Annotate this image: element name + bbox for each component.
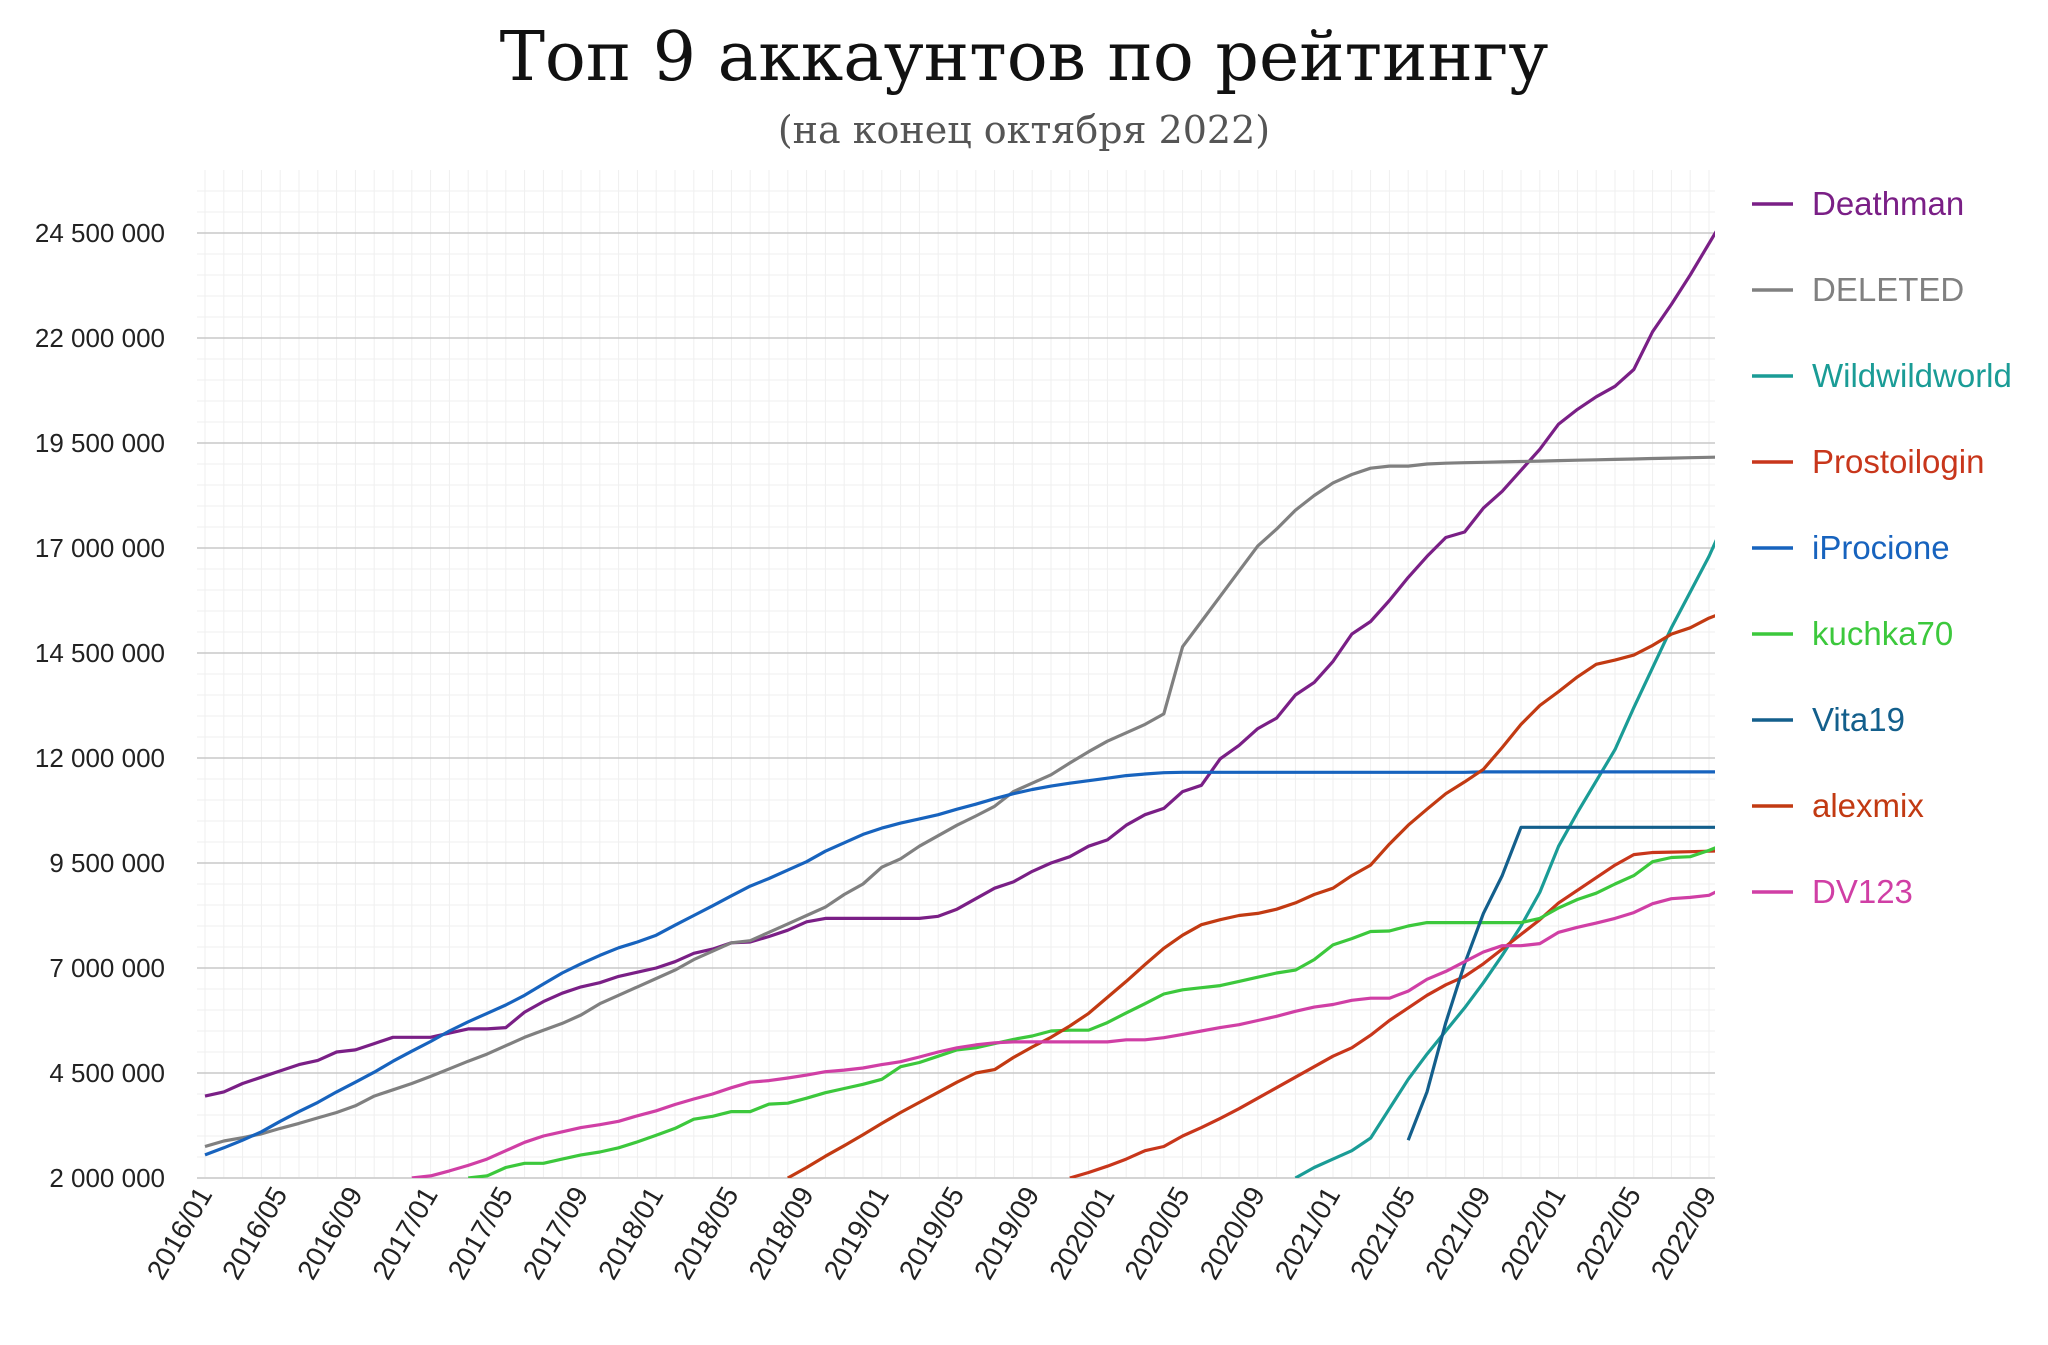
series-line-deathman	[204, 230, 1715, 1098]
series-line-alexmix	[787, 614, 1715, 1178]
chart-subtitle: (на конец октября 2022)	[777, 108, 1271, 152]
x-tick-label: 2019/09	[968, 1182, 1045, 1285]
x-tick-label: 2019/01	[818, 1182, 895, 1285]
series-line-kuchka70	[468, 846, 1715, 1178]
series-line-dv123	[411, 890, 1715, 1178]
y-tick-label: 12 000 000	[35, 743, 165, 773]
x-tick-label: 2022/01	[1494, 1182, 1571, 1285]
legend-label-iprocione: iProcione	[1812, 529, 1950, 566]
x-tick-label: 2020/09	[1194, 1182, 1271, 1285]
legend-label-prostoilogin: Prostoilogin	[1812, 443, 1984, 480]
y-tick-label: 7 000 000	[49, 953, 165, 983]
x-tick-label: 2019/05	[893, 1182, 970, 1285]
y-tick-label: 9 500 000	[49, 848, 165, 878]
x-tick-label: 2018/05	[667, 1182, 744, 1285]
y-tick-label: 14 500 000	[35, 638, 165, 668]
legend-label-vita19: Vita19	[1812, 701, 1905, 738]
x-tick-label: 2018/01	[592, 1182, 669, 1285]
legend-label-deathman: Deathman	[1812, 185, 1964, 222]
series-line-prostoilogin	[1069, 849, 1715, 1178]
x-tick-label: 2016/05	[216, 1182, 293, 1285]
x-tick-label: 2020/01	[1043, 1182, 1120, 1285]
x-tick-label: 2021/05	[1344, 1182, 1421, 1285]
legend-label-dv123: DV123	[1812, 873, 1913, 910]
series-line-iprocione	[204, 770, 1715, 1157]
x-tick-label: 2021/01	[1269, 1182, 1346, 1285]
y-tick-label: 24 500 000	[35, 218, 165, 248]
y-tick-label: 22 000 000	[35, 323, 165, 353]
y-tick-label: 17 000 000	[35, 533, 165, 563]
x-tick-label: 2021/09	[1419, 1182, 1496, 1285]
legend-label-kuchka70: kuchka70	[1812, 615, 1953, 652]
x-tick-label: 2016/09	[291, 1182, 368, 1285]
x-tick-label: 2017/01	[366, 1182, 443, 1285]
legend-label-wildwildworld: Wildwildworld	[1812, 357, 2012, 394]
x-tick-label: 2016/01	[141, 1182, 218, 1285]
series-line-wildwildworld	[1294, 539, 1715, 1178]
chart-title: Топ 9 аккаунтов по рейтингу	[499, 18, 1549, 97]
y-tick-label: 2 000 000	[49, 1163, 165, 1193]
x-tick-label: 2017/05	[442, 1182, 519, 1285]
series-line-deleted	[204, 455, 1715, 1149]
legend: Deathman DELETED Wildwildworld Prostoilogin…	[1752, 185, 2012, 910]
y-tick-label: 4 500 000	[49, 1058, 165, 1088]
x-tick-label: 2020/05	[1118, 1182, 1195, 1285]
legend-label-alexmix: alexmix	[1812, 787, 1924, 824]
x-tick-label: 2022/05	[1570, 1182, 1647, 1285]
x-tick-label: 2022/09	[1645, 1182, 1722, 1285]
x-tick-label: 2018/09	[742, 1182, 819, 1285]
x-axis-ticks: 2016/012016/052016/092017/012017/052017/…	[141, 1182, 1722, 1285]
y-tick-label: 19 500 000	[35, 428, 165, 458]
x-tick-label: 2017/09	[517, 1182, 594, 1285]
series-lines	[204, 230, 1715, 1178]
legend-label-deleted: DELETED	[1812, 271, 1964, 308]
y-axis-ticks: 2 000 000 4 500 000 7 000 000 9 500 000 12 0…	[35, 218, 165, 1193]
series-line-vita19	[1406, 825, 1715, 1141]
